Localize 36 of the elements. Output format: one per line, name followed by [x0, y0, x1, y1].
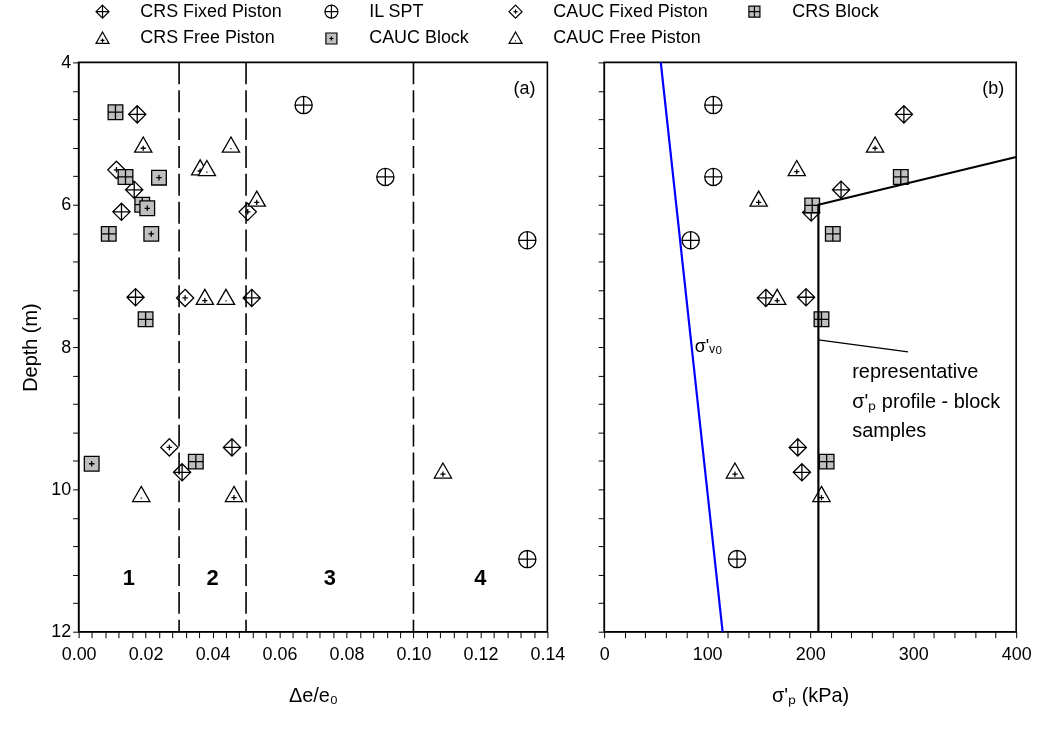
x-tick-label: 0.00: [61, 644, 97, 665]
x-tick-label: 0: [599, 644, 610, 665]
legend-label: CRS Fixed Piston: [140, 0, 282, 21]
y-tick-label: 8: [61, 336, 72, 357]
legend-label: CAUC Free Piston: [553, 27, 701, 48]
y-tick-label: 4: [61, 51, 72, 72]
x-tick-label: 200: [795, 644, 826, 665]
x-tick-label: 0.10: [396, 644, 432, 665]
x-tick-label: 100: [692, 644, 723, 665]
x-tick-label: 0.04: [195, 644, 231, 665]
x-tick-label: 0.02: [128, 644, 164, 665]
x-tick-label: 0.12: [463, 644, 499, 665]
x-tick-label: 0.14: [530, 644, 566, 665]
x-tick-label: 300: [898, 644, 929, 665]
x-axis-title: Δe/e₀: [288, 683, 339, 706]
annotation: 4: [474, 564, 488, 590]
legend-label: CAUC Fixed Piston: [553, 0, 708, 21]
y-tick-label: 12: [51, 621, 72, 642]
y-tick-label: 6: [61, 194, 72, 215]
y-axis-title: Depth (m): [19, 303, 42, 392]
annotation: 1: [122, 564, 135, 590]
annotation: (a): [513, 78, 536, 99]
x-tick-label: 400: [1001, 644, 1032, 665]
annotation: 2: [206, 564, 219, 590]
annotation: (b): [982, 78, 1005, 99]
legend-label: CRS Free Piston: [140, 27, 275, 48]
legend-label: CAUC Block: [369, 27, 469, 48]
series-label: σ'ᵥ₀: [694, 336, 723, 357]
annotation: representative σ'ₚ profile - block samples: [852, 359, 1001, 442]
x-axis-title: σ'ₚ (kPa): [772, 683, 850, 707]
x-tick-label: 0.06: [262, 644, 298, 665]
annotation: 3: [323, 564, 336, 590]
legend-label: CRS Block: [792, 0, 879, 21]
y-tick-label: 10: [51, 478, 72, 499]
x-tick-label: 0.08: [329, 644, 365, 665]
legend-label: IL SPT: [369, 0, 424, 21]
